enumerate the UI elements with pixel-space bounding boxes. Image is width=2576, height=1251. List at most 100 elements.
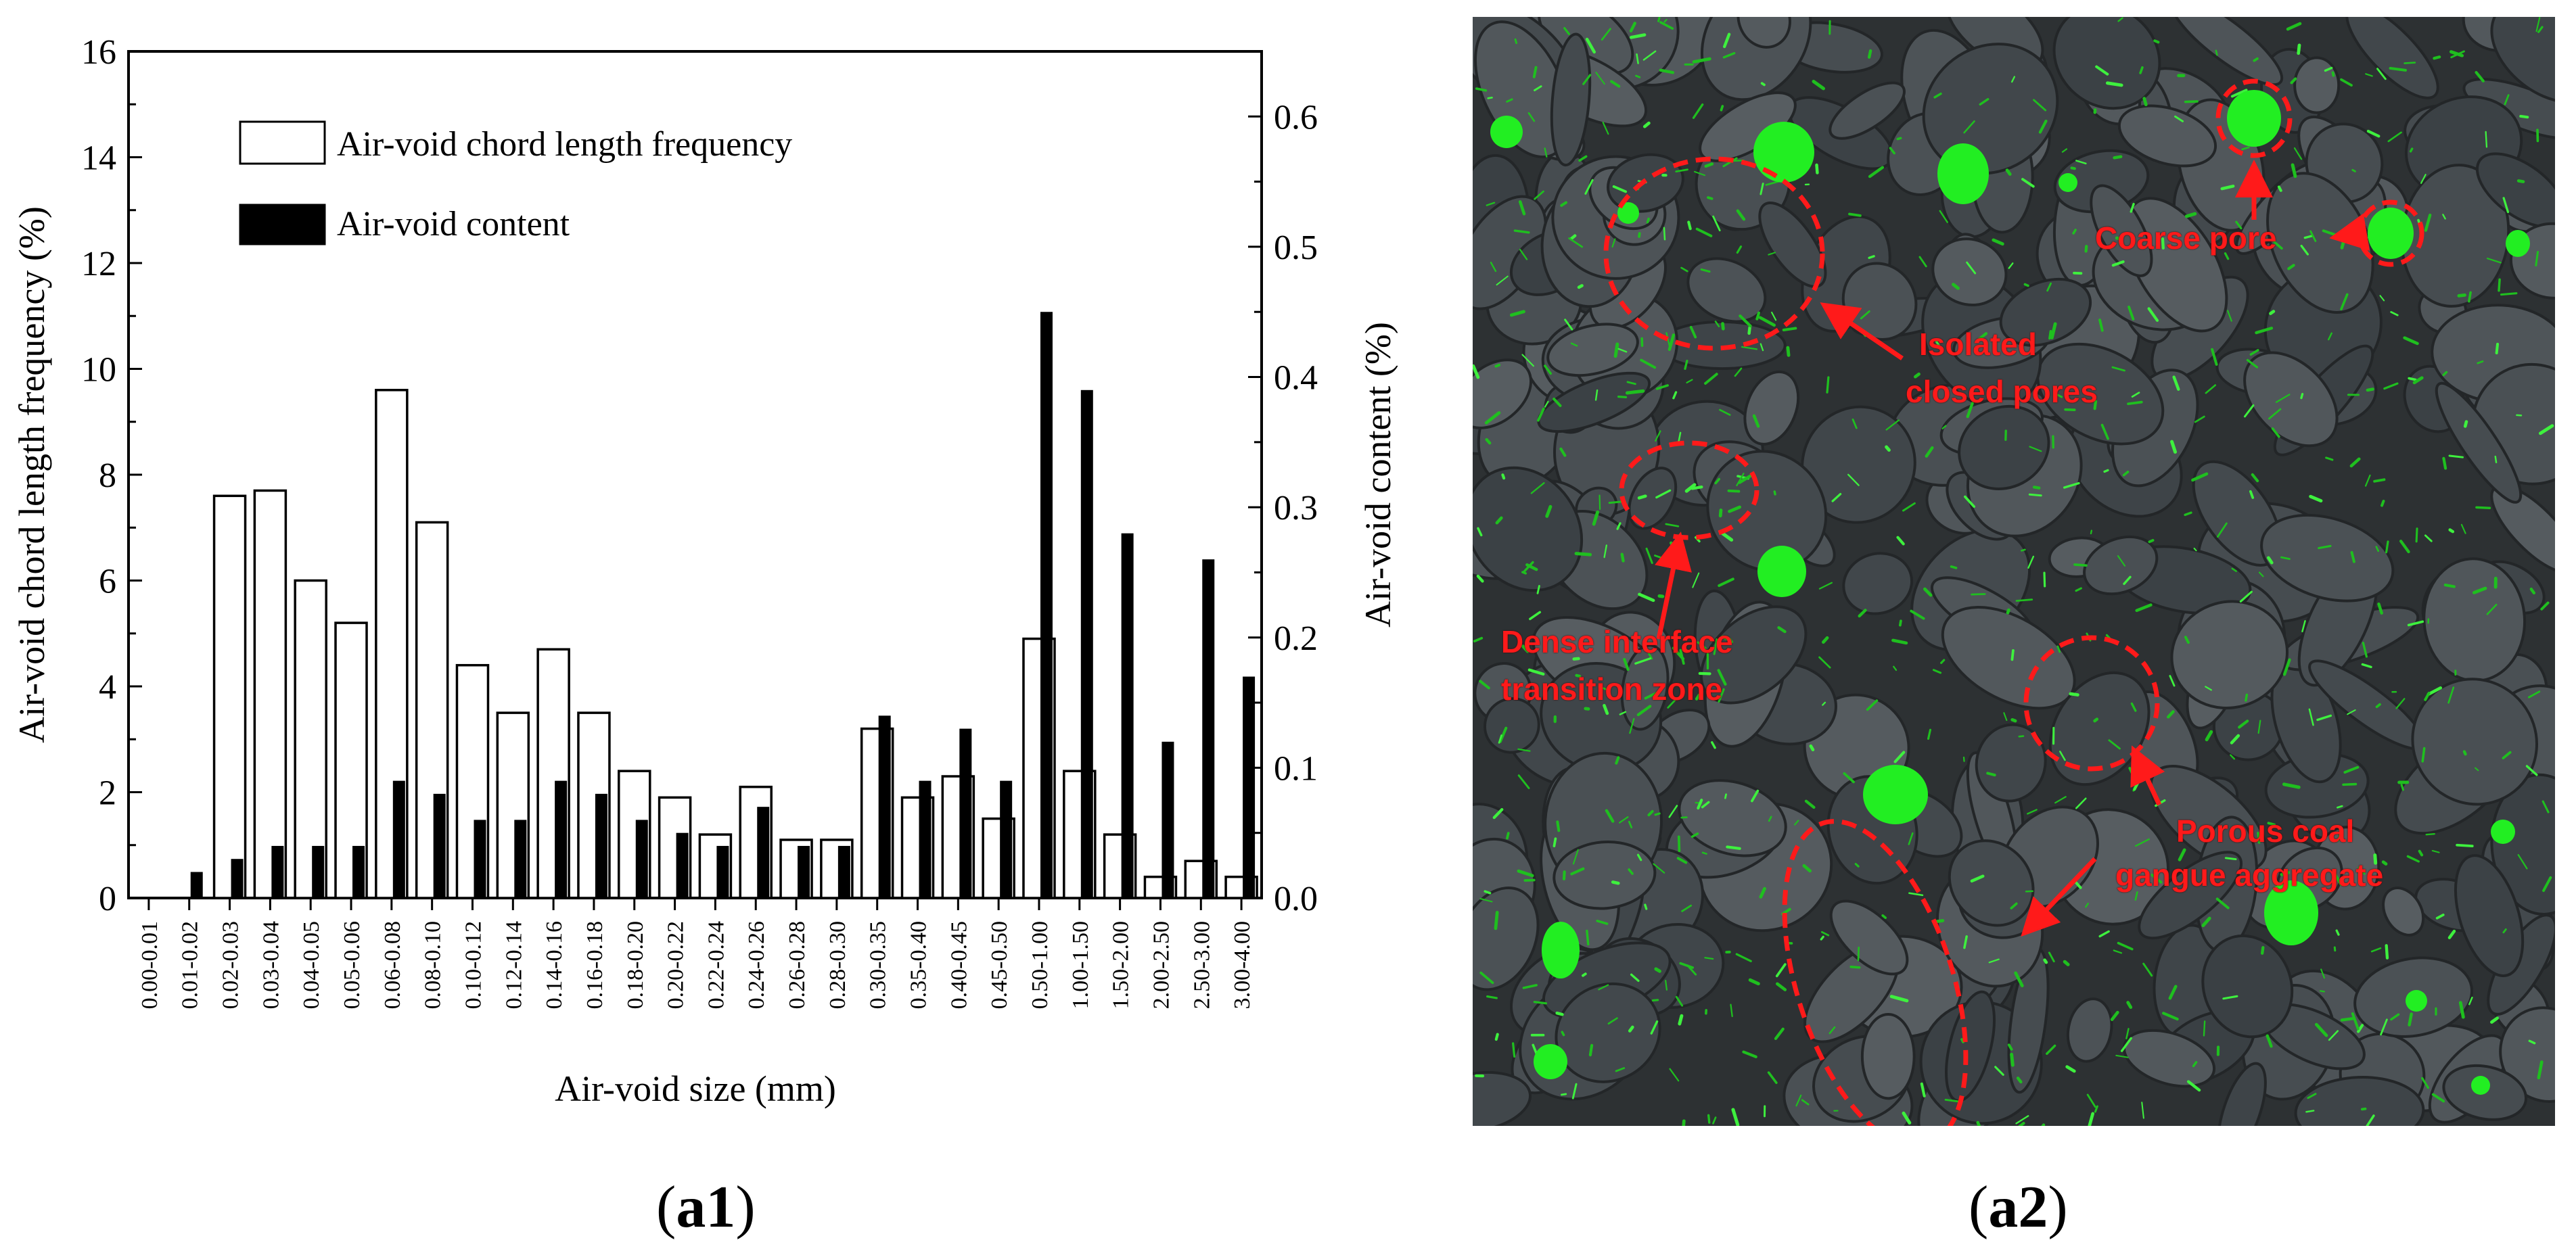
fluorescent-speckle xyxy=(1694,170,1706,176)
fluorescent-speckle xyxy=(1663,19,1668,23)
fluorescent-speckle xyxy=(1771,311,1777,321)
aggregate-particle xyxy=(1473,466,1584,592)
fluorescent-speckle xyxy=(2010,717,2017,723)
bar-content-9 xyxy=(514,820,527,898)
fluorescent-speckle xyxy=(1638,592,1655,603)
fluorescent-speckle xyxy=(1722,32,1731,49)
fluorescent-speckle xyxy=(2266,1034,2273,1048)
fluorescent-speckle xyxy=(1902,502,1916,512)
fluorescent-speckle xyxy=(1768,816,1772,822)
fluorescent-speckle xyxy=(1619,711,1627,715)
fluorescent-speckle xyxy=(1913,372,1920,379)
fluorescent-speckle xyxy=(1707,196,1714,200)
annotation-isolated-line1: Isolated xyxy=(1919,327,2037,362)
fluorescent-speckle xyxy=(1560,201,1567,207)
fluorescent-speckle xyxy=(1487,97,1493,99)
fluorescent-speckle xyxy=(1893,751,1906,763)
fluorescent-speckle xyxy=(2527,690,2541,699)
fluorescent-speckle xyxy=(1885,419,1900,431)
bar-content-3 xyxy=(271,845,284,898)
fluorescent-speckle xyxy=(2443,584,2456,588)
fluorescent-speckle xyxy=(2184,212,2197,218)
fluorescent-speckle xyxy=(1532,66,1538,78)
fluorescent-speckle xyxy=(2230,89,2248,98)
fluorescent-speckle xyxy=(1552,398,1562,407)
fluorescent-speckle xyxy=(1857,946,1860,962)
fluorescent-speckle xyxy=(2166,710,2175,719)
fluorescent-speckle xyxy=(2021,178,2035,188)
bar-content-24 xyxy=(1121,533,1134,898)
fluorescent-speckle xyxy=(2412,376,2424,385)
bar-content-25 xyxy=(1162,741,1174,898)
fluorescent-speckle xyxy=(2093,400,2098,410)
fluorescent-speckle xyxy=(1476,574,1484,583)
fluorescent-speckle xyxy=(2335,929,2340,936)
fluorescent-speckle xyxy=(1485,438,1492,445)
aggregate-particle xyxy=(1537,371,1651,433)
fluorescent-speckle xyxy=(2253,57,2259,62)
x-tick-label-17: 0.28-0.30 xyxy=(825,921,850,1009)
fluorescent-speckle xyxy=(1712,1116,1717,1125)
fluorescent-speckle xyxy=(1536,407,1545,422)
bar-content-13 xyxy=(676,832,689,898)
fluorescent-speckle xyxy=(1700,268,1711,273)
fluorescent-speckle xyxy=(2435,914,2445,920)
fluorescent-speckle xyxy=(2293,147,2303,160)
aggregate-particle xyxy=(2345,17,2439,99)
aggregate-particle xyxy=(1931,237,2008,307)
fluorescent-speckle xyxy=(1602,121,1609,135)
fluorescent-speckle xyxy=(2043,571,2046,588)
aggregate-particle xyxy=(1758,202,1827,288)
fluorescent-speckle xyxy=(2535,250,2539,267)
annotation-porous-line1: Porous coal xyxy=(2176,813,2355,849)
fluorescent-speckle xyxy=(1704,957,1714,960)
fluorescent-speckle xyxy=(1494,910,1499,930)
fluorescent-speckle xyxy=(1477,527,1483,537)
aggregate-particle xyxy=(2201,934,2294,1039)
aggregate-particle xyxy=(2117,104,2217,168)
fluorescent-speckle xyxy=(2502,197,2510,214)
fluorescent-speckle xyxy=(1686,379,1693,384)
fluorescent-speckle xyxy=(2400,784,2404,791)
fluorescent-speckle xyxy=(2286,22,2302,31)
fluorescent-speckle xyxy=(1714,321,1720,327)
fluorescent-speckle xyxy=(2023,283,2029,287)
fluorescent-speckle xyxy=(1586,929,1590,946)
legend-swatch-content xyxy=(239,204,326,245)
fluorescent-speckle xyxy=(1625,389,1645,395)
fluorescent-speckle xyxy=(2366,129,2380,138)
fluorescent-speckle xyxy=(2148,539,2155,544)
fluorescent-speckle xyxy=(1598,685,1610,692)
fluorescent-speckle xyxy=(2056,645,2061,653)
fluorescent-speckle xyxy=(2142,97,2148,107)
fluorescent-speckle xyxy=(1735,953,1752,962)
fluorescent-speckle xyxy=(1650,1020,1659,1035)
bar-content-2 xyxy=(231,859,244,898)
fluorescent-speckle xyxy=(1742,1050,1757,1058)
fluorescent-speckle xyxy=(2015,598,2033,602)
fluorescent-speckle xyxy=(1559,447,1567,457)
fluorescent-speckle xyxy=(2475,506,2491,509)
fluorescent-speckle xyxy=(1940,659,1946,664)
fluorescent-speckle xyxy=(1678,1014,1684,1026)
bar-content-16 xyxy=(798,845,810,898)
fluorescent-speckle xyxy=(1545,504,1552,518)
fluorescent-speckle xyxy=(2088,1112,2095,1126)
bar-frequency-2 xyxy=(212,494,247,899)
fluorescent-speckle xyxy=(2519,114,2529,119)
fluorescent-speckle xyxy=(1672,646,1685,661)
fluorescent-speckle xyxy=(1748,978,1760,986)
y2-tick-label-4: 0.4 xyxy=(1274,359,1318,398)
legend-label-content: Air-void content xyxy=(337,205,570,243)
fluorescent-speckle xyxy=(1718,688,1725,703)
fluorescent-speckle xyxy=(2053,392,2063,398)
fluorescent-speckle xyxy=(2468,996,2473,1006)
aggregate-particle xyxy=(2454,854,2525,978)
fluorescent-speckle xyxy=(2007,1043,2013,1051)
fluorescent-speckle xyxy=(2331,71,2335,77)
fluorescent-speckle xyxy=(1775,963,1787,978)
fluorescent-speckle xyxy=(1473,636,1484,642)
fluorescent-speckle xyxy=(1794,820,1799,826)
fluorescent-speckle xyxy=(2117,555,2126,567)
fluorescent-speckle xyxy=(2184,511,2192,517)
